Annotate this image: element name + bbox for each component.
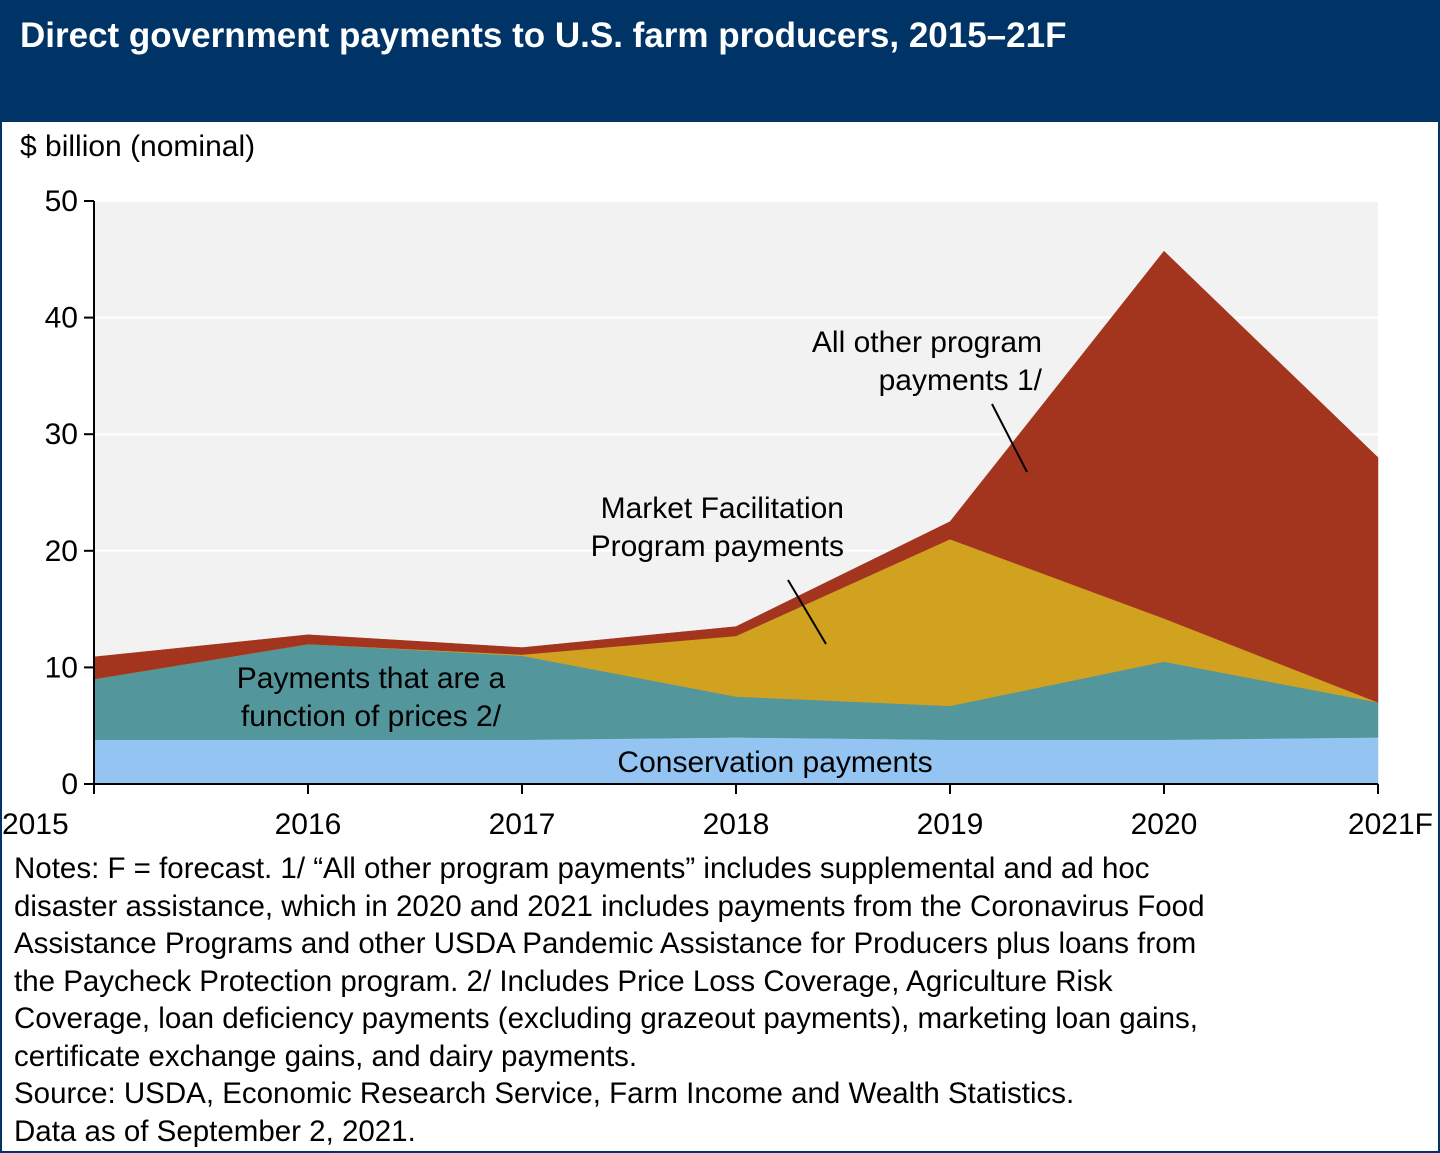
data-date-line: Data as of September 2, 2021. bbox=[14, 1114, 416, 1148]
y-tick-label: 20 bbox=[45, 535, 78, 568]
x-tick-label: 2016 bbox=[275, 808, 342, 841]
notes-line: Assistance Programs and other USDA Pande… bbox=[14, 927, 1197, 960]
x-tick-label: 2021F bbox=[1348, 808, 1433, 841]
label-all-other: payments 1/ bbox=[879, 364, 1043, 397]
label-price-function: Payments that are a bbox=[237, 662, 506, 695]
y-tick-label: 50 bbox=[45, 185, 78, 218]
stacked-areas bbox=[93, 250, 1379, 785]
notes-line: Coverage, loan deficiency payments (excl… bbox=[14, 1002, 1198, 1035]
label-market-facilitation: Program payments bbox=[591, 530, 844, 563]
label-price-function: function of prices 2/ bbox=[241, 700, 502, 733]
y-tick-label: 10 bbox=[45, 651, 78, 684]
x-tick-label: 2015 bbox=[2, 808, 69, 841]
x-tick-label: 2017 bbox=[489, 808, 556, 841]
notes-line: disaster assistance, which in 2020 and 2… bbox=[14, 889, 1205, 923]
notes-block: Notes: F = forecast. 1/ “All other progr… bbox=[14, 850, 1434, 1150]
axes: 0 10 20 30 40 50 2015 2016 2017 2018 2019 2020 2021F bbox=[2, 185, 1433, 841]
y-axis-label: $ billion (nominal) bbox=[20, 130, 256, 163]
y-tick-label: 0 bbox=[61, 768, 78, 801]
x-tick-label: 2018 bbox=[703, 808, 770, 841]
y-tick-label: 30 bbox=[45, 418, 78, 451]
notes-line: the Paycheck Protection program. 2/ Incl… bbox=[14, 964, 1113, 998]
area-all-other bbox=[93, 250, 1379, 703]
x-tick-label: 2020 bbox=[1131, 808, 1198, 841]
annotation-labels: All other program payments 1/Market Facil… bbox=[237, 326, 1043, 779]
leader-market-facilitation bbox=[787, 579, 827, 645]
source-line: Source: USDA, Economic Research Service,… bbox=[14, 1077, 1075, 1110]
y-tick-label: 40 bbox=[45, 302, 78, 335]
label-conservation: Conservation payments bbox=[617, 746, 932, 779]
leader-all-other bbox=[991, 403, 1028, 473]
notes-line: certificate exchange gains, and dairy pa… bbox=[14, 1039, 638, 1073]
notes-line: Notes: F = forecast. 1/ “All other progr… bbox=[14, 852, 1150, 885]
chart-title: Direct government payments to U.S. farm … bbox=[20, 16, 1067, 55]
label-all-other: All other program bbox=[812, 326, 1042, 359]
annotation-leader-lines bbox=[787, 403, 1028, 645]
label-market-facilitation: Market Facilitation bbox=[601, 492, 844, 525]
title-bar: Direct government payments to U.S. farm … bbox=[2, 2, 1438, 122]
x-tick-label: 2019 bbox=[917, 808, 984, 841]
